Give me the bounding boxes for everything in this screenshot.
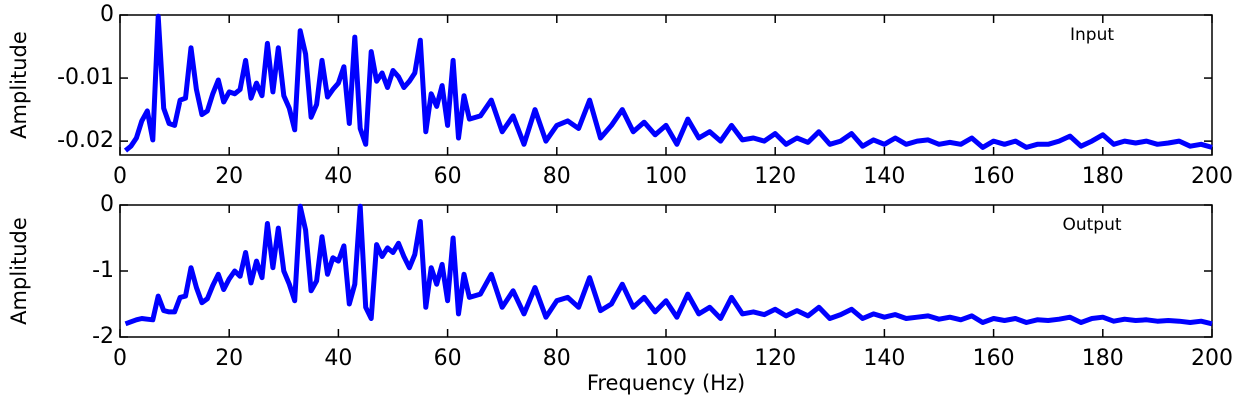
- x-tick-label: 200: [1191, 346, 1233, 371]
- x-tick-label: 0: [113, 346, 127, 371]
- x-tick-label: 40: [324, 164, 352, 189]
- x-tick-label: 40: [324, 346, 352, 371]
- x-tick-label: 80: [543, 346, 571, 371]
- y-axis-label: Amplitude: [7, 217, 31, 325]
- x-tick-label: 100: [645, 164, 687, 189]
- legend-label: Output: [1062, 215, 1121, 235]
- x-axis-label: Frequency (Hz): [587, 371, 745, 395]
- x-tick-label: 0: [113, 164, 127, 189]
- x-tick-label: 180: [1082, 346, 1124, 371]
- x-tick-label: 120: [754, 346, 796, 371]
- y-axis-label: Amplitude: [7, 31, 31, 139]
- x-tick-label: 140: [863, 164, 905, 189]
- x-tick-label: 160: [973, 164, 1015, 189]
- x-tick-label: 20: [215, 346, 243, 371]
- y-tick-label: -2: [92, 324, 114, 349]
- data-line: [123, 13, 1213, 153]
- legend-label: Input: [1070, 25, 1114, 45]
- x-tick-label: 60: [434, 164, 462, 189]
- y-tick-label: -0.01: [57, 65, 114, 90]
- x-tick-label: 200: [1191, 164, 1233, 189]
- x-tick-label: 80: [543, 164, 571, 189]
- x-tick-label: 20: [215, 164, 243, 189]
- x-tick-label: 100: [645, 346, 687, 371]
- y-tick-label: -1: [92, 258, 114, 283]
- x-tick-label: 140: [863, 346, 905, 371]
- x-tick-label: 160: [973, 346, 1015, 371]
- y-tick-label: -0.02: [57, 128, 114, 153]
- x-tick-label: 180: [1082, 164, 1124, 189]
- y-tick-label: 0: [100, 2, 114, 27]
- x-tick-label: 60: [434, 346, 462, 371]
- data-line: [124, 203, 1213, 327]
- y-tick-label: 0: [100, 192, 114, 217]
- x-tick-label: 120: [754, 164, 796, 189]
